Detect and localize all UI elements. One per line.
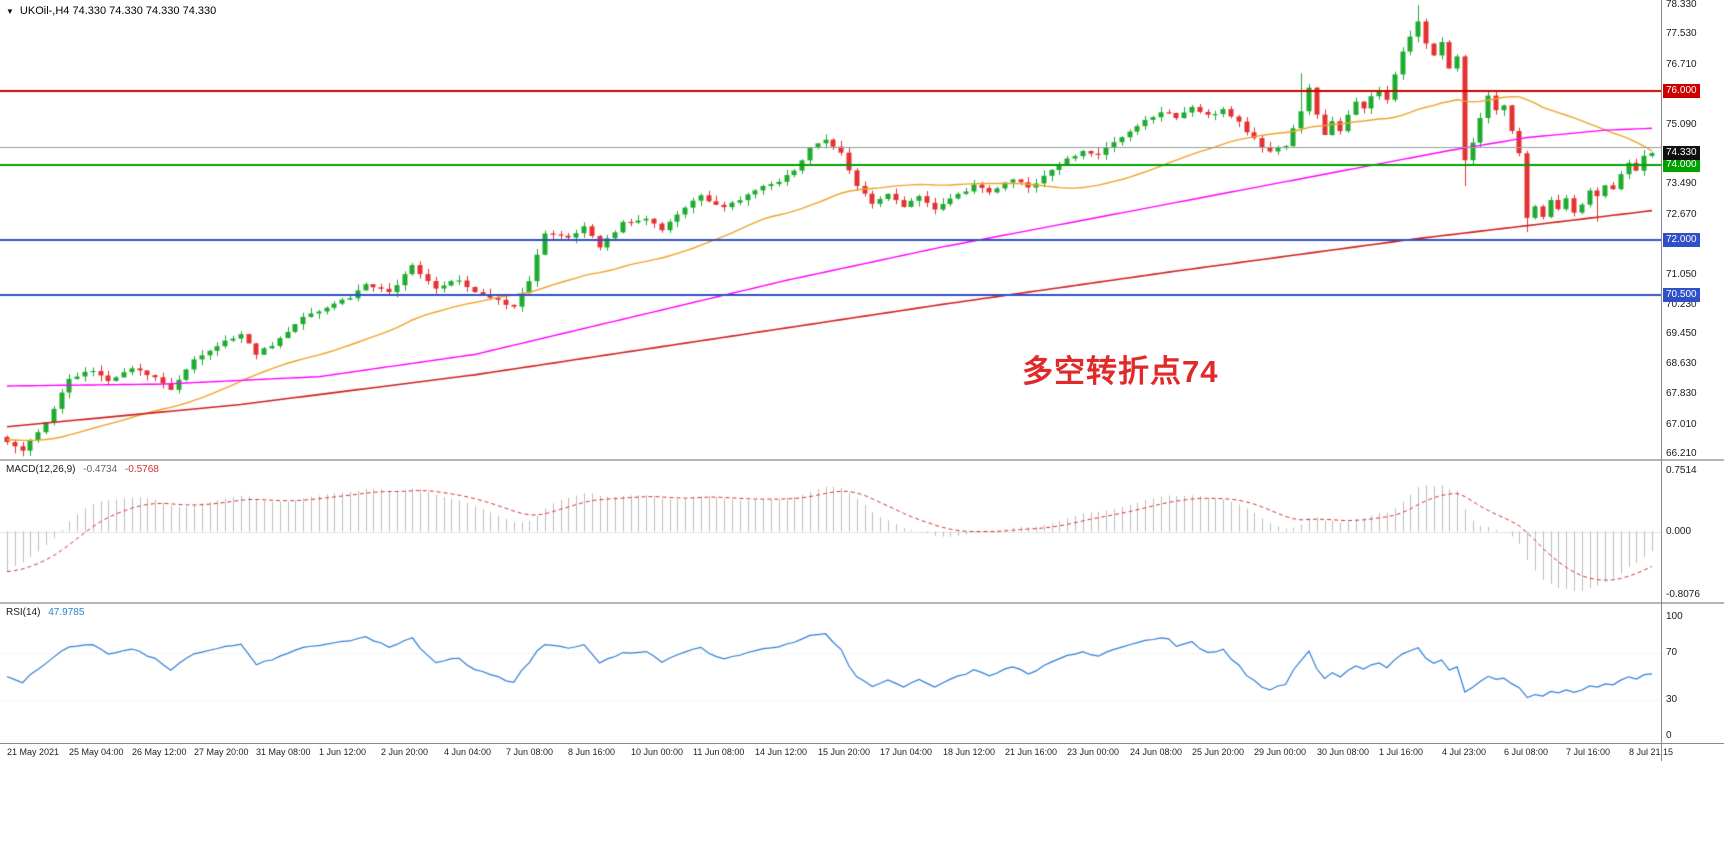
time-label: 21 May 2021	[7, 747, 60, 757]
time-label: 21 Jun 16:00	[1005, 747, 1058, 757]
time-label: 23 Jun 00:00	[1067, 747, 1120, 757]
rsi-canvas[interactable]	[0, 604, 1661, 743]
price-tick: 76.710	[1666, 58, 1697, 70]
panel-separator-rsi[interactable]	[0, 602, 1724, 604]
price-tick: 70.230	[1666, 299, 1697, 311]
price-tick: 75.090	[1666, 118, 1697, 130]
macd-tick: 0.7514	[1666, 465, 1697, 476]
price-tick: 67.830	[1666, 388, 1697, 400]
rsi-tick: 100	[1666, 611, 1683, 622]
time-label: 24 Jun 08:00	[1130, 747, 1183, 757]
time-label: 17 Jun 04:00	[880, 747, 933, 757]
macd-signal-value: -0.5768	[124, 464, 159, 475]
time-label: 4 Jul 23:00	[1442, 747, 1487, 757]
price-tick: 67.010	[1666, 418, 1697, 430]
time-label: 10 Jun 00:00	[631, 747, 684, 757]
price-chart-canvas[interactable]	[0, 0, 1661, 459]
time-label: 26 May 12:00	[132, 747, 187, 757]
price-tick: 77.530	[1666, 28, 1697, 40]
time-label: 11 Jun 08:00	[693, 747, 745, 757]
current-price-tag: 74.330	[1663, 146, 1700, 161]
rsi-indicator-label: RSI(14) 47.9785	[6, 607, 84, 618]
time-label: 1 Jun 12:00	[319, 747, 367, 757]
price-level-tag: 74.000	[1663, 158, 1700, 173]
price-tick: 72.670	[1666, 208, 1697, 220]
time-label: 7 Jul 16:00	[1566, 747, 1611, 757]
price-level-tag: 70.500	[1663, 288, 1700, 303]
price-axis[interactable]: 78.330 77.530 76.710 75.090 73.490 72.670 71.0…	[1661, 0, 1724, 761]
time-label: 29 Jun 00:00	[1254, 747, 1307, 757]
time-label: 2 Jun 20:00	[381, 747, 429, 757]
chart-annotation[interactable]: 多空转折点74	[1022, 354, 1219, 389]
rsi-label: RSI(14)	[6, 607, 41, 618]
time-label: 8 Jul 21:15	[1629, 747, 1674, 757]
time-label: 31 May 08:00	[256, 747, 311, 757]
chevron-down-icon[interactable]: ▼	[6, 6, 14, 16]
time-label: 27 May 20:00	[194, 747, 249, 757]
macd-label: MACD(12,26,9)	[6, 464, 76, 475]
macd-indicator-label: MACD(12,26,9) -0.4734 -0.5768	[6, 464, 159, 475]
price-tick: 71.050	[1666, 268, 1697, 280]
rsi-tick: 30	[1666, 694, 1678, 706]
panel-separator-macd[interactable]	[0, 459, 1724, 461]
price-tick: 68.630	[1666, 358, 1697, 370]
time-label: 6 Jul 08:00	[1504, 747, 1549, 757]
rsi-tick: 0	[1666, 730, 1672, 741]
rsi-tick: 70	[1666, 646, 1678, 658]
time-label: 7 Jun 08:00	[506, 747, 554, 757]
price-level-tag: 72.000	[1663, 232, 1700, 247]
time-label: 25 May 04:00	[69, 747, 124, 757]
symbol-ohlc-label: ▼ UKOil-,H4 74.330 74.330 74.330 74.330	[6, 5, 216, 17]
time-label: 15 Jun 20:00	[818, 747, 871, 757]
time-label: 18 Jun 12:00	[943, 747, 996, 757]
price-tick: 69.450	[1666, 328, 1697, 340]
time-label: 4 Jun 04:00	[444, 747, 492, 757]
time-label: 1 Jul 16:00	[1379, 747, 1424, 757]
symbol-ohlc-text: UKOil-,H4 74.330 74.330 74.330 74.330	[19, 5, 217, 17]
macd-tick: -0.8076	[1666, 589, 1700, 600]
time-label: 30 Jun 08:00	[1317, 747, 1370, 757]
macd-canvas[interactable]	[0, 461, 1661, 602]
time-label: 8 Jun 16:00	[568, 747, 616, 757]
rsi-value: 47.9785	[48, 607, 85, 618]
macd-tick: 0.000	[1666, 525, 1692, 537]
time-label: 14 Jun 12:00	[755, 747, 808, 757]
price-tick: 66.210	[1666, 448, 1697, 460]
price-level-tag: 76.000	[1663, 84, 1700, 99]
time-label: 25 Jun 20:00	[1192, 747, 1245, 757]
macd-value: -0.4734	[83, 464, 118, 475]
time-axis[interactable]: 21 May 2021 25 May 04:00 26 May 12:00 27 Ma…	[0, 743, 1724, 761]
price-tick: 73.490	[1666, 178, 1697, 190]
price-tick: 78.330	[1666, 0, 1697, 10]
